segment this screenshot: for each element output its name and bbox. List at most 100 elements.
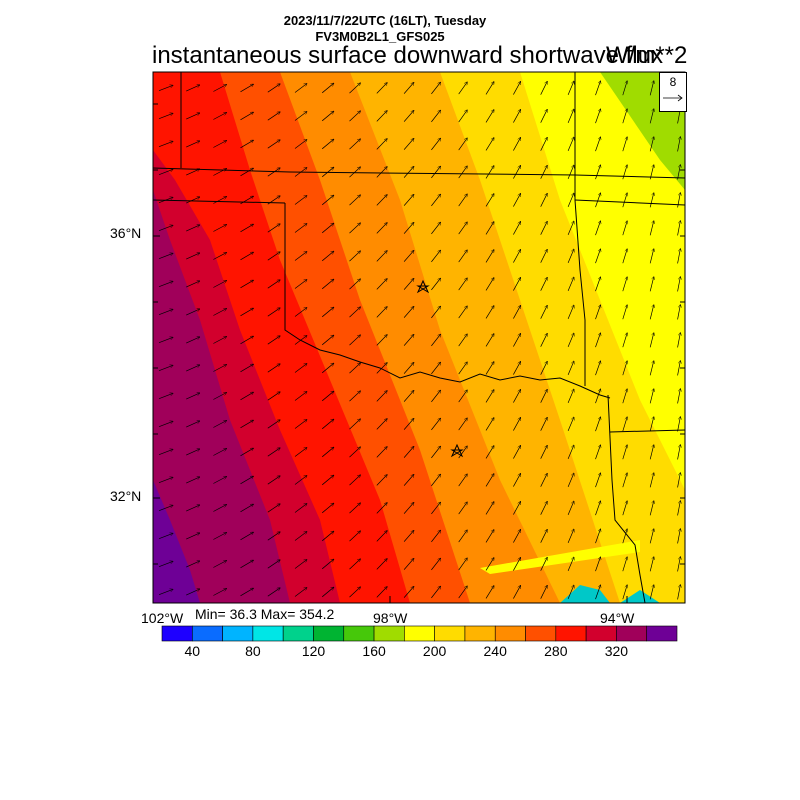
- wind-vector: [186, 533, 200, 540]
- wind-vector: [485, 166, 494, 179]
- wind-vector: [349, 251, 361, 262]
- wind-vector: [376, 447, 387, 458]
- wind-vector: [485, 362, 494, 375]
- wind-vector: [622, 221, 627, 236]
- wind-vector: [485, 306, 494, 319]
- wind-vector: [294, 476, 307, 485]
- colorbar-tick-label: 240: [483, 643, 507, 659]
- wind-vector: [622, 417, 627, 432]
- wind-vector: [622, 193, 627, 208]
- wind-vector: [567, 137, 574, 152]
- city-marker: [450, 443, 464, 458]
- wind-vector: [267, 84, 280, 93]
- wind-vector: [485, 446, 494, 459]
- wind-vector: [677, 165, 681, 180]
- wind-vector: [376, 251, 387, 262]
- wind-vector: [403, 222, 414, 234]
- wind-vector: [431, 82, 440, 95]
- wind-vector: [431, 558, 440, 571]
- wind-vector: [513, 193, 520, 207]
- wind-vector: [595, 445, 601, 460]
- wind-vector: [567, 501, 574, 516]
- wind-vector: [376, 531, 387, 542]
- wind-vector: [540, 361, 548, 375]
- wind-vector: [567, 109, 574, 124]
- wind-vector: [458, 446, 468, 459]
- wind-vector: [513, 557, 520, 571]
- wind-vector: [458, 138, 468, 151]
- wind-vector: [677, 249, 681, 264]
- wind-vector: [240, 112, 254, 121]
- wind-vector: [513, 529, 520, 543]
- wind-vector: [158, 533, 173, 540]
- flux-field: [153, 72, 685, 603]
- wind-vector: [403, 586, 414, 598]
- wind-vector: [649, 305, 654, 320]
- wind-vector: [622, 361, 627, 376]
- wind-vector: [649, 193, 654, 208]
- wind-vector: [186, 561, 200, 568]
- wind-vector: [294, 420, 307, 429]
- wind-vector: [158, 169, 173, 176]
- wind-vector: [321, 559, 334, 570]
- wind-vector: [567, 249, 574, 264]
- wind-vector: [403, 334, 414, 346]
- wind-vector: [485, 502, 494, 515]
- wind-vector: [458, 166, 468, 179]
- wind-vector: [431, 138, 440, 151]
- wind-vector: [458, 278, 468, 291]
- wind-vector: [376, 335, 387, 346]
- wind-vector: [431, 250, 440, 263]
- wind-vector: [622, 81, 627, 96]
- wind-vector: [540, 333, 548, 347]
- wind-vector: [540, 277, 548, 291]
- wind-vector: [267, 448, 280, 457]
- wind-vector: [403, 446, 414, 458]
- wind-vector: [321, 139, 334, 150]
- wind-vector: [376, 391, 387, 402]
- wind-vector: [158, 113, 173, 120]
- wind-vector: [567, 417, 574, 432]
- wind-vector: [595, 137, 601, 152]
- wind-vector: [349, 447, 361, 458]
- wind-vector: [186, 505, 200, 512]
- wind-vector: [403, 474, 414, 486]
- wind-vector: [186, 253, 200, 260]
- wind-vector: [186, 589, 200, 596]
- wind-vector: [622, 445, 627, 460]
- wind-vector: [649, 137, 654, 152]
- wind-vector: [649, 81, 654, 96]
- colorbar-tick-label: 320: [604, 643, 629, 659]
- wind-vector: [186, 449, 200, 456]
- wind-vector: [649, 557, 654, 572]
- wind-vector: [321, 335, 334, 346]
- plot-units: W/m**2: [606, 42, 688, 69]
- wind-vector: [240, 364, 254, 373]
- wind-vector: [321, 307, 334, 318]
- wind-vector: [540, 137, 548, 151]
- wind-vector: [403, 390, 414, 402]
- wind-vector: [294, 364, 307, 373]
- lon-label-98w: 98°W: [373, 610, 408, 626]
- wind-vector: [513, 389, 520, 403]
- wind-vector: [186, 169, 200, 176]
- wind-vector: [349, 531, 361, 542]
- wind-vector: [649, 501, 654, 516]
- wind-vector: [240, 476, 254, 485]
- wind-vector: [349, 419, 361, 430]
- wind-vector: [485, 586, 494, 599]
- wind-vector: [321, 83, 334, 94]
- wind-vector: [376, 83, 387, 94]
- wind-vector: [349, 475, 361, 486]
- wind-vector: [458, 558, 468, 571]
- colorbar-tick-label: 160: [362, 643, 386, 659]
- wind-vector: [213, 309, 226, 316]
- plot-title: instantaneous surface downward shortwave…: [152, 42, 663, 69]
- lon-label-94w: 94°W: [600, 610, 635, 626]
- wind-vector: [567, 557, 574, 572]
- wind-vector: [321, 587, 334, 598]
- wind-vector: [240, 280, 254, 289]
- wind-vector: [649, 277, 654, 292]
- wind-vector: [431, 390, 440, 403]
- wind-vector: [403, 558, 414, 570]
